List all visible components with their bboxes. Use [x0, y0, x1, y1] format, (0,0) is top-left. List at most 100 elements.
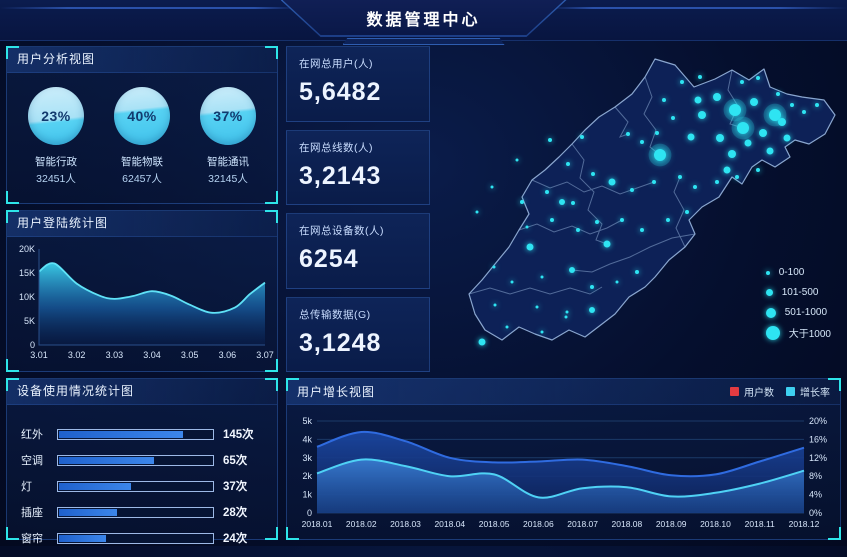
bar-list: 红外 145次 空调 65次灯 37次 插座 28次 窗帘 24次	[7, 405, 277, 557]
map-dot	[769, 109, 781, 121]
stat-value: 6254	[299, 245, 359, 273]
map-dot	[595, 220, 599, 224]
map-dot	[526, 243, 534, 251]
x-axis-tick: 3.05	[181, 350, 199, 360]
bar-track	[57, 454, 214, 466]
bar-track	[57, 480, 214, 492]
bar-value: 37次	[223, 481, 248, 493]
map-dot	[626, 132, 630, 136]
map-dot	[490, 185, 494, 189]
map-dot	[680, 80, 684, 84]
bar-fill	[59, 534, 107, 542]
gauge-percent: 40%	[127, 108, 157, 124]
map-dot	[666, 218, 670, 222]
legend-dot	[765, 307, 776, 318]
login-area-chart: 0 5K 10K 15K 20K 3.01 3.02 3.03 3.04 3.05 3.06 3.07	[19, 244, 274, 360]
y-left-tick: 0	[307, 508, 312, 518]
map-dot	[740, 80, 744, 84]
map-dot	[737, 122, 749, 134]
x-axis-tick: 3.01	[30, 350, 48, 360]
map-dot	[603, 240, 611, 248]
gauge-item: 40% 智能物联 62457人	[102, 87, 182, 186]
map-dot	[778, 118, 786, 126]
map-dot	[635, 270, 639, 274]
map-dot	[564, 315, 568, 319]
map-dot	[559, 199, 565, 205]
map-dot	[608, 178, 616, 186]
map-dot	[550, 218, 554, 222]
x-axis-tick: 2018.09	[656, 519, 687, 529]
gauge-label: 智能通讯	[207, 156, 249, 168]
gauge-percent: 37%	[213, 108, 243, 124]
x-axis-tick: 2018.11	[745, 519, 775, 529]
x-axis-tick: 3.02	[68, 350, 86, 360]
login-axes	[38, 249, 265, 346]
legend-label: 501-1000	[784, 307, 828, 318]
bar-fill	[59, 482, 131, 490]
map-dot	[478, 338, 486, 346]
gauge-label: 智能物联	[121, 156, 163, 168]
bar-row: 灯 37次	[21, 473, 263, 499]
map-dot	[766, 147, 774, 155]
map-dot	[640, 228, 644, 232]
map-dot	[475, 210, 479, 214]
map-dot	[548, 138, 552, 142]
map-legend-item: 0-100	[765, 266, 831, 279]
stat-value: 5,6482	[299, 78, 382, 106]
growth-line	[316, 458, 805, 499]
growth-legend-item[interactable]: 增长率	[786, 384, 830, 399]
bar-row: 插座 28次	[21, 499, 263, 525]
map-dot	[652, 180, 656, 184]
map-dot	[698, 111, 706, 119]
page-title: 数据管理中心	[366, 11, 481, 29]
stats-column: 在网总用户(人) 5,6482 在网总线数(人) 3,2143 在网总设备数(人) 625…	[286, 46, 430, 372]
x-axis-tick: 2018.07	[567, 519, 598, 529]
users-line	[316, 430, 805, 478]
map-dot	[515, 158, 519, 162]
x-axis-tick: 2018.02	[346, 519, 377, 529]
liquid-gauge: 23%	[28, 87, 84, 145]
map-dot	[776, 92, 780, 96]
header-trapezoid: 数据管理中心	[280, 0, 567, 37]
map-dot	[685, 210, 689, 214]
x-axis-tick: 3.03	[106, 350, 124, 360]
panel-title-user-analysis: 用户分析视图	[7, 47, 277, 73]
stat-label: 在网总用户(人)	[299, 58, 373, 70]
map-legend-item: 501-1000	[765, 306, 831, 319]
stat-label: 在网总线数(人)	[299, 141, 373, 154]
map-dot	[759, 129, 767, 137]
map-dot	[505, 325, 509, 329]
stat-value: 3,2143	[299, 161, 382, 190]
map-dot	[729, 104, 741, 116]
gauge-count: 62457人	[122, 173, 162, 185]
map-dot	[678, 175, 682, 179]
map-dot	[662, 98, 666, 102]
map-dot	[620, 218, 624, 222]
panel-title-user-growth: 用户增长视图	[297, 385, 376, 399]
x-axis-tick: 2018.10	[700, 519, 731, 529]
bar-fill	[59, 508, 118, 516]
bar-label: 红外	[21, 429, 43, 441]
y-right-tick: 20%	[809, 416, 827, 426]
map-dot	[698, 75, 702, 79]
growth-chart: 0 1k 2k 3k 4k 5k 0% 4% 8% 12% 16% 20% 2018.01 2018.02…	[302, 416, 827, 529]
growth-legend: 用户数 增长率	[730, 384, 830, 399]
map-dot	[735, 175, 739, 179]
bar-label: 窗帘	[21, 533, 43, 545]
bar-label: 灯	[21, 481, 32, 493]
stat-label: 在网总设备数(人)	[299, 225, 384, 237]
map-dot	[713, 93, 721, 101]
y-axis-tick: 10K	[19, 292, 35, 302]
legend-swatch	[786, 387, 795, 396]
bar-value: 24次	[223, 533, 248, 545]
y-axis-tick: 15K	[19, 268, 35, 278]
gauge-label: 智能行政	[35, 156, 77, 168]
map-size-legend: 0-100 101-500 501-1000 大于1000	[765, 266, 831, 340]
bar-value: 28次	[223, 507, 248, 519]
gauge-count: 32451人	[36, 173, 76, 185]
map-dot	[756, 168, 760, 172]
map-dot	[492, 265, 496, 269]
map-dot	[510, 280, 514, 284]
legend-label: 101-500	[781, 287, 819, 298]
growth-legend-item[interactable]: 用户数	[730, 384, 774, 399]
